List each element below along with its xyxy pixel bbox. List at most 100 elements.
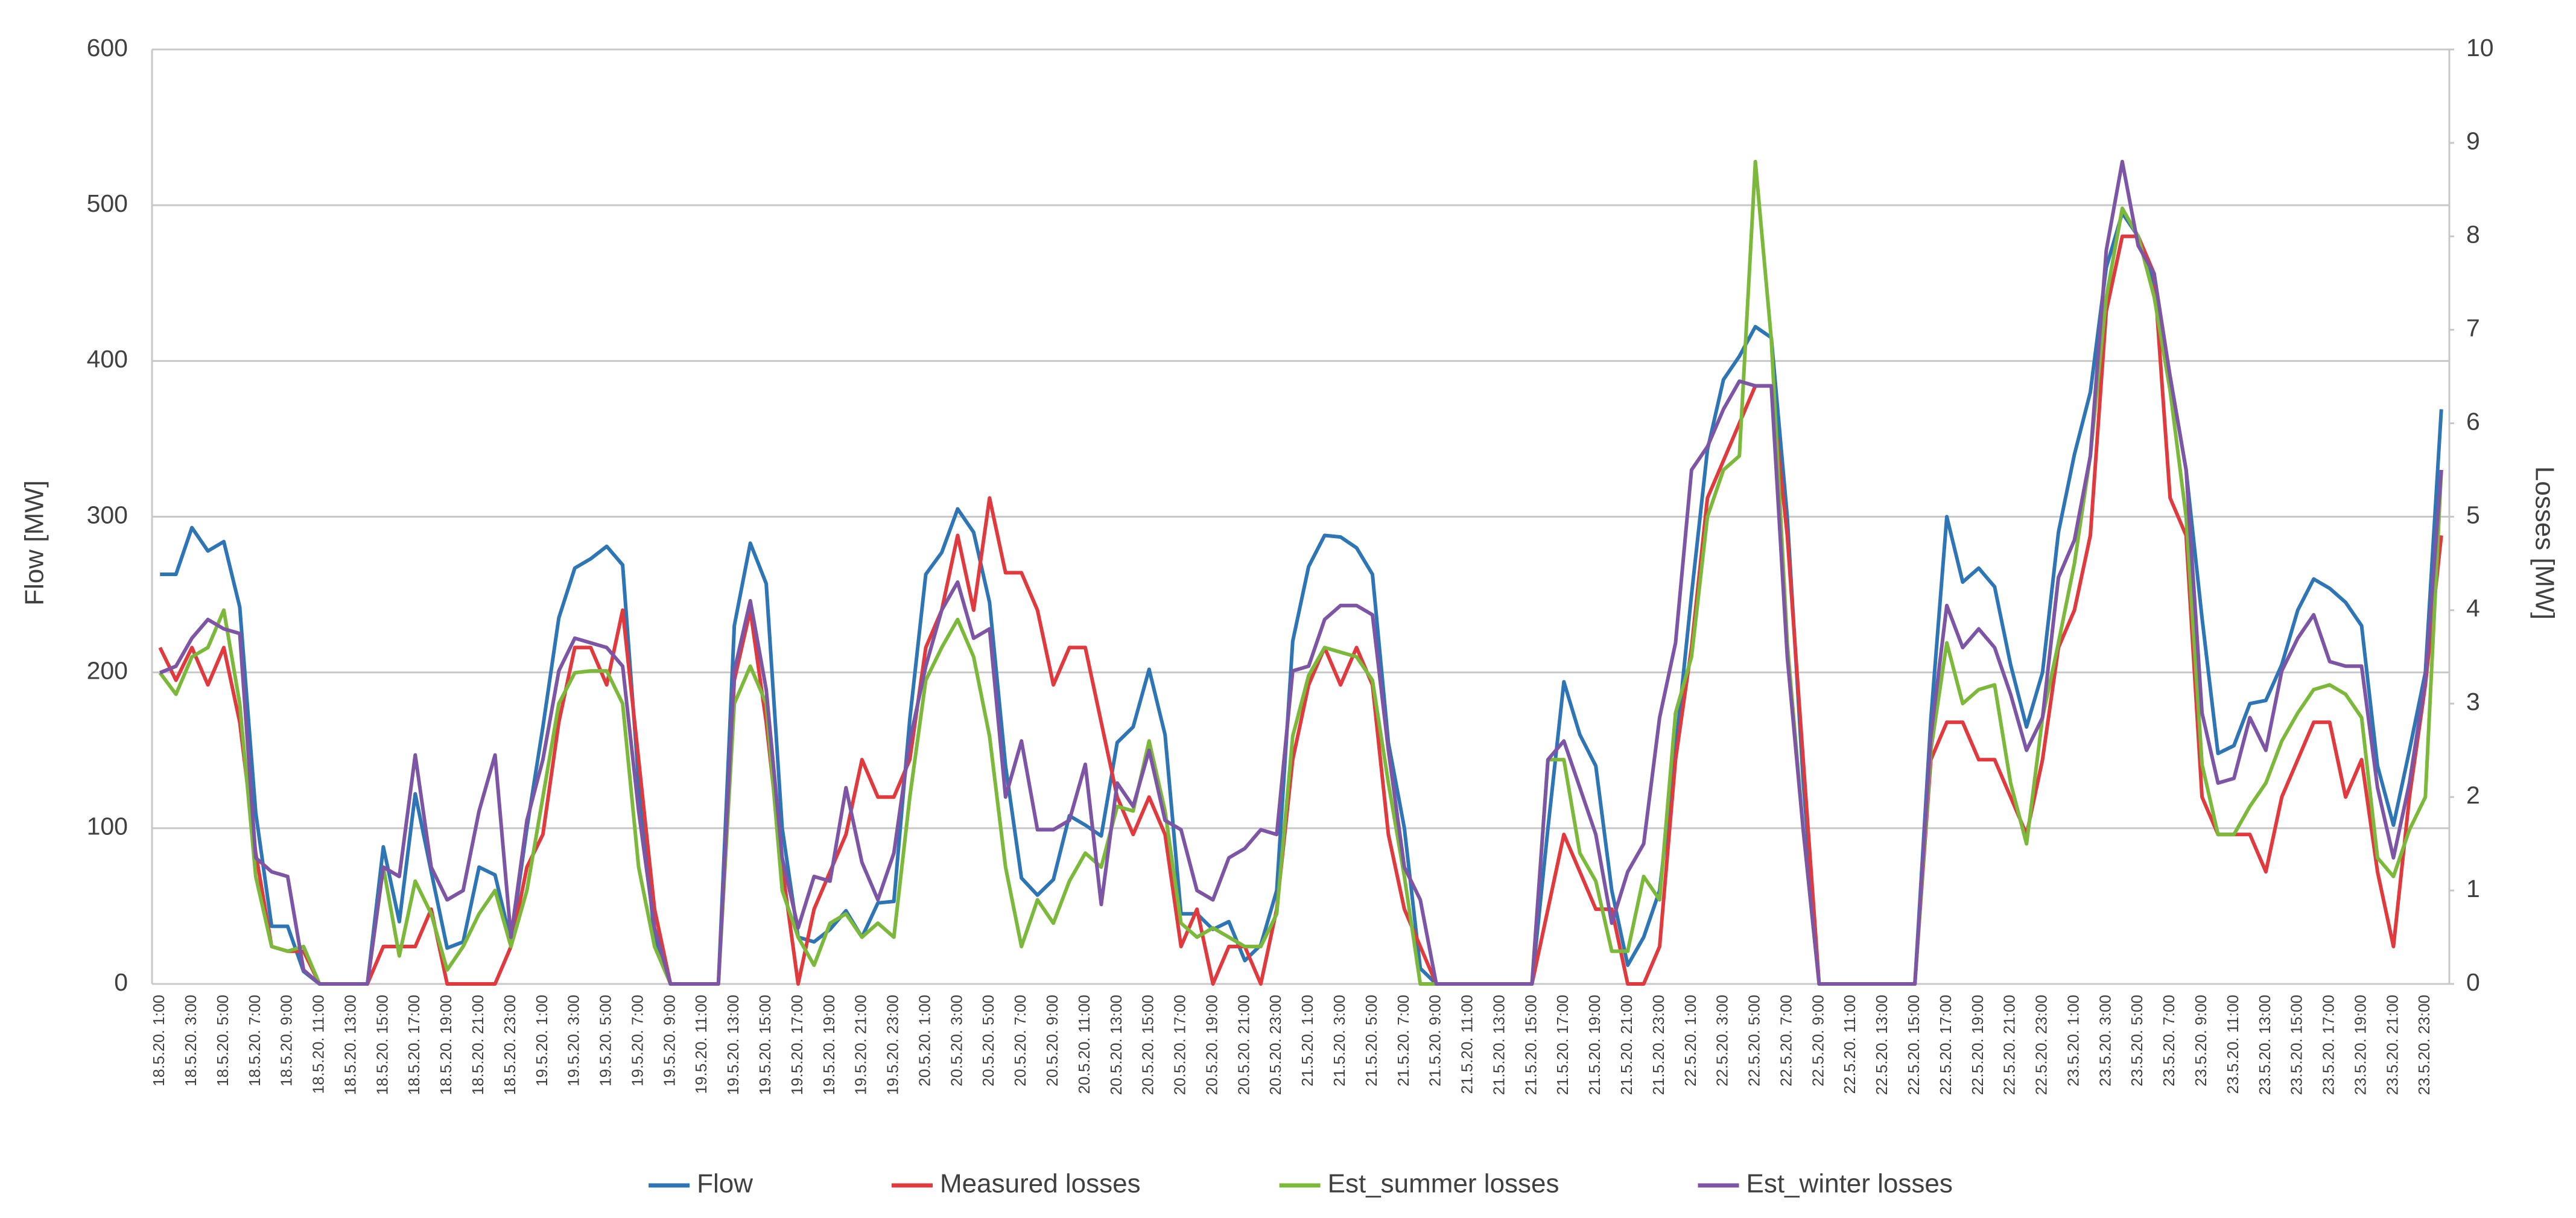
x-tick-label: 21.5.20. 5:00 <box>1362 995 1380 1086</box>
legend-item: Measured losses <box>892 1169 1141 1199</box>
x-tick-label: 18.5.20. 1:00 <box>150 995 168 1086</box>
x-tick-label: 20.5.20. 9:00 <box>1043 995 1061 1086</box>
x-tick-label: 21.5.20. 3:00 <box>1330 995 1348 1086</box>
legend-item: Flow <box>649 1169 753 1199</box>
x-tick-label: 22.5.20. 19:00 <box>1968 995 1987 1095</box>
y2-axis-title: Losses [MW] <box>2530 466 2559 620</box>
y-axis-title: Flow [MW] <box>20 480 49 606</box>
legend-label: Flow <box>697 1169 753 1199</box>
series-line <box>158 234 2443 986</box>
x-tick-label: 22.5.20. 11:00 <box>1841 995 1859 1094</box>
x-tick-label: 23.5.20. 3:00 <box>2096 995 2114 1086</box>
x-tick-label: 18.5.20. 23:00 <box>501 995 519 1095</box>
y2-tick-label: 4 <box>2466 594 2480 622</box>
x-tick-label: 20.5.20. 13:00 <box>1107 995 1125 1095</box>
x-tick-label: 18.5.20. 19:00 <box>437 995 455 1095</box>
x-tick-label: 21.5.20. 21:00 <box>1617 995 1635 1095</box>
x-tick-label: 21.5.20. 13:00 <box>1489 995 1508 1095</box>
y-tick-label: 100 <box>87 813 128 840</box>
y2-tick-label: 8 <box>2466 221 2480 249</box>
x-tick-label: 21.5.20. 19:00 <box>1585 995 1604 1095</box>
x-tick-label: 20.5.20. 5:00 <box>979 995 997 1086</box>
x-tick-label: 19.5.20. 23:00 <box>884 995 902 1095</box>
x-tick-label: 19.5.20. 3:00 <box>565 995 583 1086</box>
x-tick-label: 19.5.20. 13:00 <box>724 995 742 1095</box>
x-tick-label: 20.5.20. 15:00 <box>1139 995 1157 1095</box>
y-tick-label: 0 <box>114 968 128 996</box>
x-tick-label: 18.5.20. 15:00 <box>373 995 391 1095</box>
x-tick-label: 18.5.20. 9:00 <box>278 995 296 1086</box>
x-tick-label: 21.5.20. 23:00 <box>1649 995 1667 1095</box>
x-tick-label: 21.5.20. 1:00 <box>1298 995 1316 1086</box>
x-tick-label: 18.5.20. 11:00 <box>309 995 328 1094</box>
x-tick-label: 18.5.20. 13:00 <box>341 995 359 1095</box>
x-tick-label: 23.5.20. 9:00 <box>2192 995 2210 1086</box>
x-tick-label: 21.5.20. 7:00 <box>1394 995 1412 1086</box>
x-tick-label: 22.5.20. 15:00 <box>1905 995 1923 1095</box>
series-line <box>159 159 2443 986</box>
x-tick-label: 19.5.20. 1:00 <box>533 995 551 1086</box>
y-tick-label: 600 <box>87 34 128 62</box>
x-tick-label: 20.5.20. 17:00 <box>1171 995 1189 1095</box>
x-tick-label: 18.5.20. 7:00 <box>246 995 264 1086</box>
y-tick-label: 400 <box>87 345 128 373</box>
x-tick-label: 23.5.20. 17:00 <box>2320 995 2338 1095</box>
x-tick-label: 20.5.20. 23:00 <box>1266 995 1284 1095</box>
x-tick-label: 20.5.20. 21:00 <box>1234 995 1252 1095</box>
x-tick-label: 22.5.20. 3:00 <box>1713 995 1731 1086</box>
legend-label: Measured losses <box>940 1169 1141 1199</box>
x-tick-label: 22.5.20. 21:00 <box>2000 995 2019 1095</box>
y2-tick-label: 1 <box>2466 875 2480 902</box>
y2-tick-label: 5 <box>2466 501 2480 528</box>
x-tick-label: 23.5.20. 15:00 <box>2288 995 2306 1095</box>
series-line <box>160 211 2443 986</box>
x-tick-label: 18.5.20. 3:00 <box>182 995 200 1086</box>
x-tick-label: 19.5.20. 5:00 <box>597 995 615 1086</box>
x-tick-label: 20.5.20. 7:00 <box>1011 995 1029 1086</box>
y2-tick-label: 2 <box>2466 781 2480 809</box>
legend-item: Est_summer losses <box>1279 1169 1559 1199</box>
series-line <box>158 159 2443 986</box>
x-tick-label: 22.5.20. 17:00 <box>1937 995 1955 1095</box>
x-tick-label: 23.5.20. 21:00 <box>2383 995 2401 1095</box>
x-tick-label: 21.5.20. 11:00 <box>1458 995 1476 1094</box>
x-tick-label: 19.5.20. 7:00 <box>628 995 646 1086</box>
x-tick-label: 23.5.20. 7:00 <box>2160 995 2178 1086</box>
x-tick-label: 21.5.20. 17:00 <box>1553 995 1572 1095</box>
x-tick-label: 20.5.20. 1:00 <box>915 995 933 1086</box>
x-tick-label: 22.5.20. 23:00 <box>2032 995 2051 1095</box>
x-tick-label: 19.5.20. 19:00 <box>820 995 838 1095</box>
y2-tick-label: 6 <box>2466 407 2480 435</box>
legend-label: Est_summer losses <box>1328 1169 1559 1199</box>
y2-tick-label: 7 <box>2466 314 2480 342</box>
y2-tick-label: 3 <box>2466 688 2480 715</box>
x-tick-label: 23.5.20. 13:00 <box>2256 995 2274 1095</box>
y2-tick-label: 9 <box>2466 127 2480 155</box>
x-tick-label: 18.5.20. 5:00 <box>214 995 232 1086</box>
x-tick-label: 19.5.20. 17:00 <box>788 995 806 1095</box>
x-tick-label: 21.5.20. 15:00 <box>1521 995 1540 1095</box>
x-tick-label: 22.5.20. 9:00 <box>1809 995 1827 1086</box>
x-tick-label: 22.5.20. 5:00 <box>1745 995 1763 1086</box>
y2-tick-label: 0 <box>2466 968 2480 996</box>
y-tick-label: 200 <box>87 656 128 684</box>
x-tick-label: 22.5.20. 13:00 <box>1873 995 1891 1095</box>
x-tick-label: 23.5.20. 19:00 <box>2351 995 2369 1095</box>
x-tick-label: 21.5.20. 9:00 <box>1426 995 1444 1086</box>
x-tick-label: 23.5.20. 5:00 <box>2128 995 2146 1086</box>
x-tick-label: 20.5.20. 11:00 <box>1075 995 1093 1094</box>
x-tick-label: 18.5.20. 21:00 <box>469 995 487 1095</box>
x-tick-label: 20.5.20. 3:00 <box>947 995 965 1086</box>
x-tick-label: 23.5.20. 23:00 <box>2415 995 2433 1095</box>
x-tick-label: 20.5.20. 19:00 <box>1202 995 1220 1095</box>
x-tick-label: 22.5.20. 7:00 <box>1777 995 1795 1086</box>
x-tick-label: 19.5.20. 21:00 <box>852 995 870 1095</box>
x-tick-label: 22.5.20. 1:00 <box>1681 995 1699 1086</box>
legend-item: Est_winter losses <box>1698 1169 1953 1199</box>
x-tick-label: 19.5.20. 15:00 <box>756 995 774 1095</box>
legend-label: Est_winter losses <box>1746 1169 1953 1199</box>
x-tick-label: 18.5.20. 17:00 <box>405 995 423 1095</box>
x-tick-label: 19.5.20. 11:00 <box>692 995 710 1094</box>
